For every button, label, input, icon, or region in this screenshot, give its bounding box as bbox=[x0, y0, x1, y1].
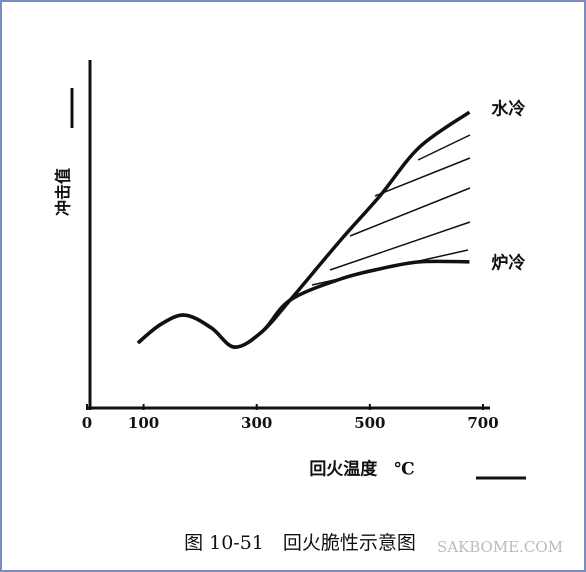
x-tick-label: 300 bbox=[241, 414, 272, 432]
curve bbox=[136, 259, 470, 349]
legend-label: 炉冷 bbox=[491, 252, 525, 273]
x-tick-label: 500 bbox=[354, 414, 385, 432]
x-tick-label: 0 bbox=[82, 414, 92, 432]
x-tick-label: 700 bbox=[467, 414, 498, 432]
x-tick-label: 100 bbox=[128, 414, 159, 432]
caption: 图 10-51 回火脆性示意图 bbox=[184, 532, 416, 554]
x-axis-label: 回火温度 ℃ bbox=[309, 459, 414, 480]
watermark: SAKBOME.COM bbox=[437, 538, 563, 556]
legend-label: 水冷 bbox=[491, 99, 525, 120]
curve bbox=[136, 110, 471, 349]
y-axis-label: 冲击值 bbox=[54, 168, 73, 216]
